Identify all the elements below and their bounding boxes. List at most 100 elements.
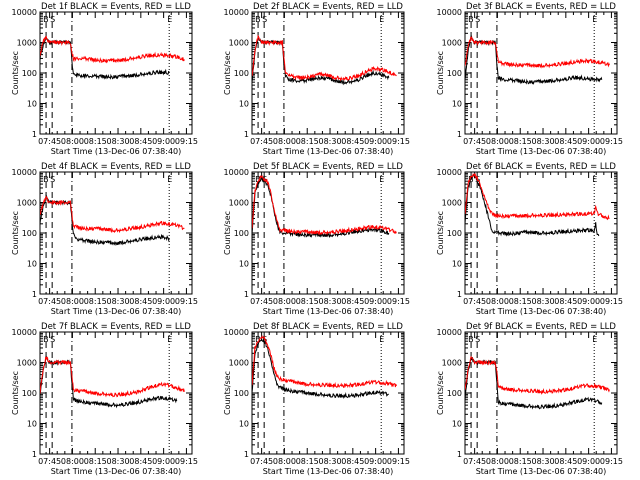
chart-title: Det 6f BLACK = Events, RED = LLD — [466, 162, 616, 172]
x-tick-label: 08:15 — [509, 457, 532, 466]
y-tick-label: 1 — [457, 290, 462, 299]
x-tick-label: 08:45 — [341, 297, 364, 306]
x-tick-label: 07:45 — [463, 457, 486, 466]
y-tick-label: 10000 — [437, 328, 462, 337]
x-tick-label: 08:15 — [509, 137, 532, 146]
chart-title: Det 2f BLACK = Events, RED = LLD — [253, 2, 403, 12]
x-tick-label: 08:45 — [129, 297, 152, 306]
chart-panel: Det 6f BLACK = Events, RED = LLD 1 10 100 10… — [436, 162, 623, 316]
y-tick-label: 1 — [457, 130, 462, 139]
y-tick-label: 10000 — [12, 328, 37, 337]
chart-title: Det 9f BLACK = Events, RED = LLD — [466, 322, 616, 332]
series-line-events — [465, 356, 603, 410]
x-tick-label: 07:45 — [250, 457, 273, 466]
y-tick-label: 1000 — [17, 39, 37, 48]
marker-label-b: B — [468, 335, 474, 344]
marker-label-s: S — [50, 175, 55, 184]
x-tick-label: 08:30 — [318, 457, 341, 466]
marker-label-e: E — [379, 175, 384, 184]
marker-label-e: E — [592, 175, 597, 184]
y-tick-label: 10 — [239, 260, 249, 269]
x-axis-label: Start Time (13-Dec-06 07:38:40) — [51, 467, 182, 476]
x-tick-label: 09:00 — [577, 137, 600, 146]
x-tick-label: 08:15 — [509, 297, 532, 306]
series-line-events — [40, 36, 170, 80]
y-tick-label: 10 — [27, 420, 37, 429]
y-tick-label: 10 — [452, 100, 462, 109]
x-tick-label: 08:00 — [486, 137, 509, 146]
y-tick-label: 1 — [32, 130, 37, 139]
x-tick-label: 09:15 — [600, 297, 623, 306]
x-tick-label: 09:15 — [600, 137, 623, 146]
x-axis-label: Start Time (13-Dec-06 07:38:40) — [476, 147, 607, 156]
x-tick-label: 08:00 — [61, 457, 84, 466]
x-tick-label: 08:00 — [273, 297, 296, 306]
series-line-lld — [465, 36, 610, 69]
x-tick-label: 08:45 — [554, 297, 577, 306]
x-tick-label: 09:15 — [175, 137, 198, 146]
x-axis-label: Start Time (13-Dec-06 07:38:40) — [51, 307, 182, 316]
y-tick-label: 100 — [234, 69, 249, 78]
marker-label-b: B — [43, 175, 49, 184]
series-line-lld — [252, 175, 397, 236]
x-tick-label: 08:30 — [106, 297, 129, 306]
y-tick-label: 100 — [447, 69, 462, 78]
x-tick-label: 09:00 — [152, 297, 175, 306]
series-line-lld — [40, 356, 185, 398]
y-tick-label: 1000 — [442, 199, 462, 208]
x-tick-label: 08:30 — [106, 137, 129, 146]
y-tick-label: 100 — [447, 389, 462, 398]
chart-title: Det 1f BLACK = Events, RED = LLD — [41, 2, 191, 12]
x-tick-label: 09:15 — [387, 297, 410, 306]
y-axis-label: Counts/sec — [223, 51, 232, 95]
x-tick-label: 08:00 — [273, 457, 296, 466]
chart-panel: Det 8f BLACK = Events, RED = LLD 1 10 100 10… — [223, 322, 410, 476]
x-tick-label: 08:30 — [106, 457, 129, 466]
x-tick-label: 09:00 — [364, 297, 387, 306]
x-tick-label: 08:45 — [341, 457, 364, 466]
x-tick-label: 07:45 — [38, 457, 61, 466]
x-tick-label: 08:45 — [554, 457, 577, 466]
x-tick-label: 07:45 — [250, 297, 273, 306]
x-axis-label: Start Time (13-Dec-06 07:38:40) — [476, 307, 607, 316]
x-tick-label: 08:45 — [129, 457, 152, 466]
x-axis-label: Start Time (13-Dec-06 07:38:40) — [263, 467, 394, 476]
y-tick-label: 1000 — [442, 39, 462, 48]
chart-panel: Det 4f BLACK = Events, RED = LLD 1 10 100 10… — [11, 162, 198, 316]
marker-label-e: E — [379, 335, 384, 344]
x-tick-label: 09:15 — [175, 457, 198, 466]
x-tick-label: 08:00 — [61, 297, 84, 306]
y-tick-label: 10 — [452, 260, 462, 269]
x-tick-label: 08:00 — [486, 297, 509, 306]
y-axis-label: Counts/sec — [436, 371, 445, 415]
x-tick-label: 08:15 — [84, 457, 107, 466]
marker-label-b: B — [468, 15, 474, 24]
x-tick-label: 07:45 — [463, 297, 486, 306]
y-tick-label: 100 — [447, 229, 462, 238]
series-line-lld — [40, 196, 185, 234]
chart-panel: Det 9f BLACK = Events, RED = LLD 1 10 100 10… — [436, 322, 623, 476]
marker-label-e: E — [167, 335, 172, 344]
y-axis-label: Counts/sec — [223, 211, 232, 255]
x-tick-label: 08:15 — [296, 297, 319, 306]
x-tick-label: 08:30 — [531, 137, 554, 146]
x-tick-label: 07:45 — [250, 137, 273, 146]
x-tick-label: 09:00 — [152, 137, 175, 146]
y-tick-label: 10000 — [224, 168, 249, 177]
chart-title: Det 5f BLACK = Events, RED = LLD — [253, 162, 403, 172]
y-tick-label: 10000 — [12, 168, 37, 177]
x-tick-label: 08:15 — [84, 137, 107, 146]
y-tick-label: 10 — [27, 260, 37, 269]
series-line-events — [252, 35, 390, 86]
x-tick-label: 09:00 — [364, 457, 387, 466]
series-line-lld — [40, 35, 185, 64]
y-axis-label: Counts/sec — [436, 51, 445, 95]
y-tick-label: 100 — [22, 229, 37, 238]
marker-label-b: B — [255, 15, 261, 24]
x-tick-label: 08:00 — [486, 457, 509, 466]
x-tick-label: 08:00 — [273, 137, 296, 146]
y-tick-label: 1000 — [442, 359, 462, 368]
marker-label-s: S — [50, 335, 55, 344]
y-tick-label: 100 — [22, 389, 37, 398]
x-axis-label: Start Time (13-Dec-06 07:38:40) — [263, 307, 394, 316]
